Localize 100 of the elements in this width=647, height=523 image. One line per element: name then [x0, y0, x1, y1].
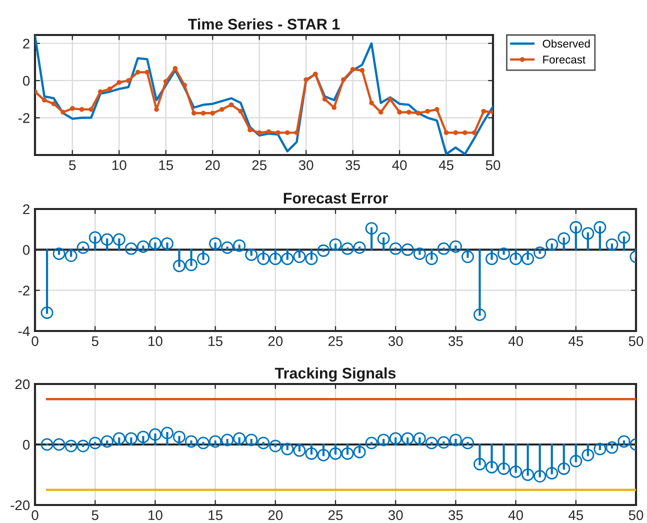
point	[112, 432, 126, 445]
chart-title: Tracking Signals	[274, 367, 396, 382]
point	[148, 428, 162, 441]
x-tick-label: 5	[92, 336, 98, 346]
point	[332, 105, 337, 110]
point	[486, 252, 498, 266]
point	[353, 446, 366, 458]
point	[570, 221, 582, 234]
point	[406, 110, 412, 115]
y-tick-label: 2	[23, 38, 30, 48]
point	[413, 432, 426, 445]
x-tick-label: 10	[148, 510, 162, 520]
point	[245, 434, 258, 446]
x-tick-label: 5	[69, 160, 76, 170]
point	[284, 130, 290, 136]
x-tick-label: 15	[208, 336, 222, 346]
x-tick-label: 20	[268, 336, 283, 346]
x-tick-label: 45	[568, 510, 584, 520]
point	[144, 70, 150, 75]
point	[281, 442, 294, 456]
x-tick-label: 50	[486, 160, 500, 170]
x-tick-label: 10	[112, 160, 126, 170]
point	[100, 233, 114, 246]
point	[317, 448, 330, 462]
point	[185, 435, 198, 448]
point	[51, 101, 56, 106]
point	[266, 129, 272, 134]
point	[534, 246, 546, 259]
x-tick-label: 15	[159, 160, 173, 170]
point	[148, 237, 162, 250]
point	[40, 306, 54, 319]
point	[416, 110, 421, 116]
x-tick-label: 35	[346, 160, 360, 170]
point	[98, 89, 103, 94]
point	[360, 68, 365, 73]
point	[365, 436, 378, 450]
x-tick-label: 45	[438, 160, 454, 170]
point	[88, 436, 102, 450]
y-tick-label: -2	[18, 113, 30, 123]
legend-label: Forecast	[543, 56, 586, 64]
legend-label: Observed	[542, 39, 590, 48]
point	[401, 432, 414, 445]
point	[191, 110, 196, 116]
point	[317, 244, 330, 257]
point	[221, 241, 234, 254]
y-tick-label: 0	[22, 440, 30, 450]
x-tick-label: 30	[388, 336, 403, 346]
point	[76, 241, 90, 254]
y-tick-label: -4	[18, 326, 30, 336]
point	[112, 233, 126, 246]
x-tick-label: 30	[298, 160, 314, 170]
point	[341, 242, 354, 255]
point	[401, 243, 414, 256]
point	[245, 248, 258, 261]
point	[136, 240, 150, 253]
point	[100, 435, 114, 448]
point	[107, 86, 112, 92]
point	[389, 432, 402, 445]
y-tick-label: -2	[18, 286, 30, 296]
point	[461, 436, 474, 450]
point	[486, 460, 498, 474]
x-tick-label: 0	[32, 510, 38, 520]
point	[377, 434, 390, 446]
point	[413, 247, 426, 260]
point	[444, 130, 449, 136]
y-tick-label: 0	[22, 76, 30, 86]
point	[546, 238, 558, 251]
point	[437, 436, 450, 449]
point	[570, 454, 582, 468]
x-tick-label: 20	[268, 510, 283, 520]
point	[209, 435, 222, 448]
point	[341, 447, 354, 460]
x-tick-label: 25	[252, 160, 266, 170]
x-tick-label: 25	[328, 336, 343, 346]
point	[434, 106, 440, 112]
point	[116, 80, 122, 85]
x-tick-label: 10	[148, 336, 162, 346]
point	[135, 70, 140, 75]
point	[52, 247, 66, 260]
x-tick-label: 35	[448, 336, 463, 346]
point	[618, 435, 630, 448]
point	[88, 231, 102, 244]
x-tick-label: 35	[448, 510, 463, 520]
point	[594, 442, 606, 456]
point	[322, 96, 328, 102]
y-tick-label: 2	[23, 204, 30, 214]
x-tick-label: 20	[206, 160, 220, 170]
point	[220, 106, 224, 112]
point	[546, 466, 558, 480]
point	[304, 77, 308, 82]
point	[136, 430, 150, 444]
point	[126, 78, 131, 84]
point	[534, 470, 546, 483]
point	[294, 130, 300, 136]
point	[388, 96, 393, 102]
point	[238, 108, 244, 114]
chart-title: Forecast Error	[284, 192, 388, 204]
point	[124, 432, 138, 445]
point	[76, 440, 90, 452]
point	[425, 436, 438, 450]
